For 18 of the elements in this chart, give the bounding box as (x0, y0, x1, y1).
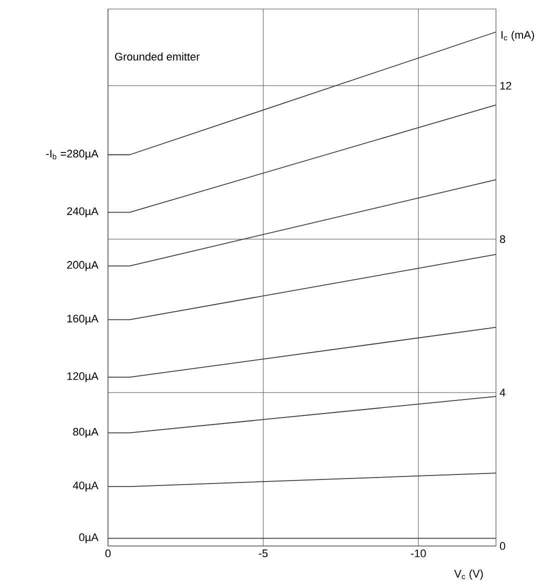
series-label: 160µA (67, 314, 98, 325)
y-tick-label: 12 (500, 82, 512, 90)
x-axis-title: V$_{c}$ (V) (454, 570, 483, 580)
series-label: 80µA (73, 428, 98, 438)
x-tick-label: 0 (105, 550, 111, 558)
series-label: 200µA (67, 261, 98, 271)
y-tick-label: 0 (500, 542, 506, 550)
x-tick-label: -5 (258, 550, 268, 558)
series-label: 240µA (67, 207, 98, 218)
y-axis-title: I$_{c}$ (mA) (502, 30, 534, 41)
text: Grounded emitter (115, 52, 200, 61)
series-label: 0µA (79, 533, 98, 544)
y-tick-label: 8 (500, 235, 506, 244)
series-label: 40µA (72, 482, 98, 492)
series-label: -I$_{b}$ =280µA (46, 150, 98, 160)
y-tick-label: 4 (500, 388, 506, 396)
x-tick-label: -10 (410, 550, 426, 558)
series-label: 120µA (67, 372, 98, 382)
